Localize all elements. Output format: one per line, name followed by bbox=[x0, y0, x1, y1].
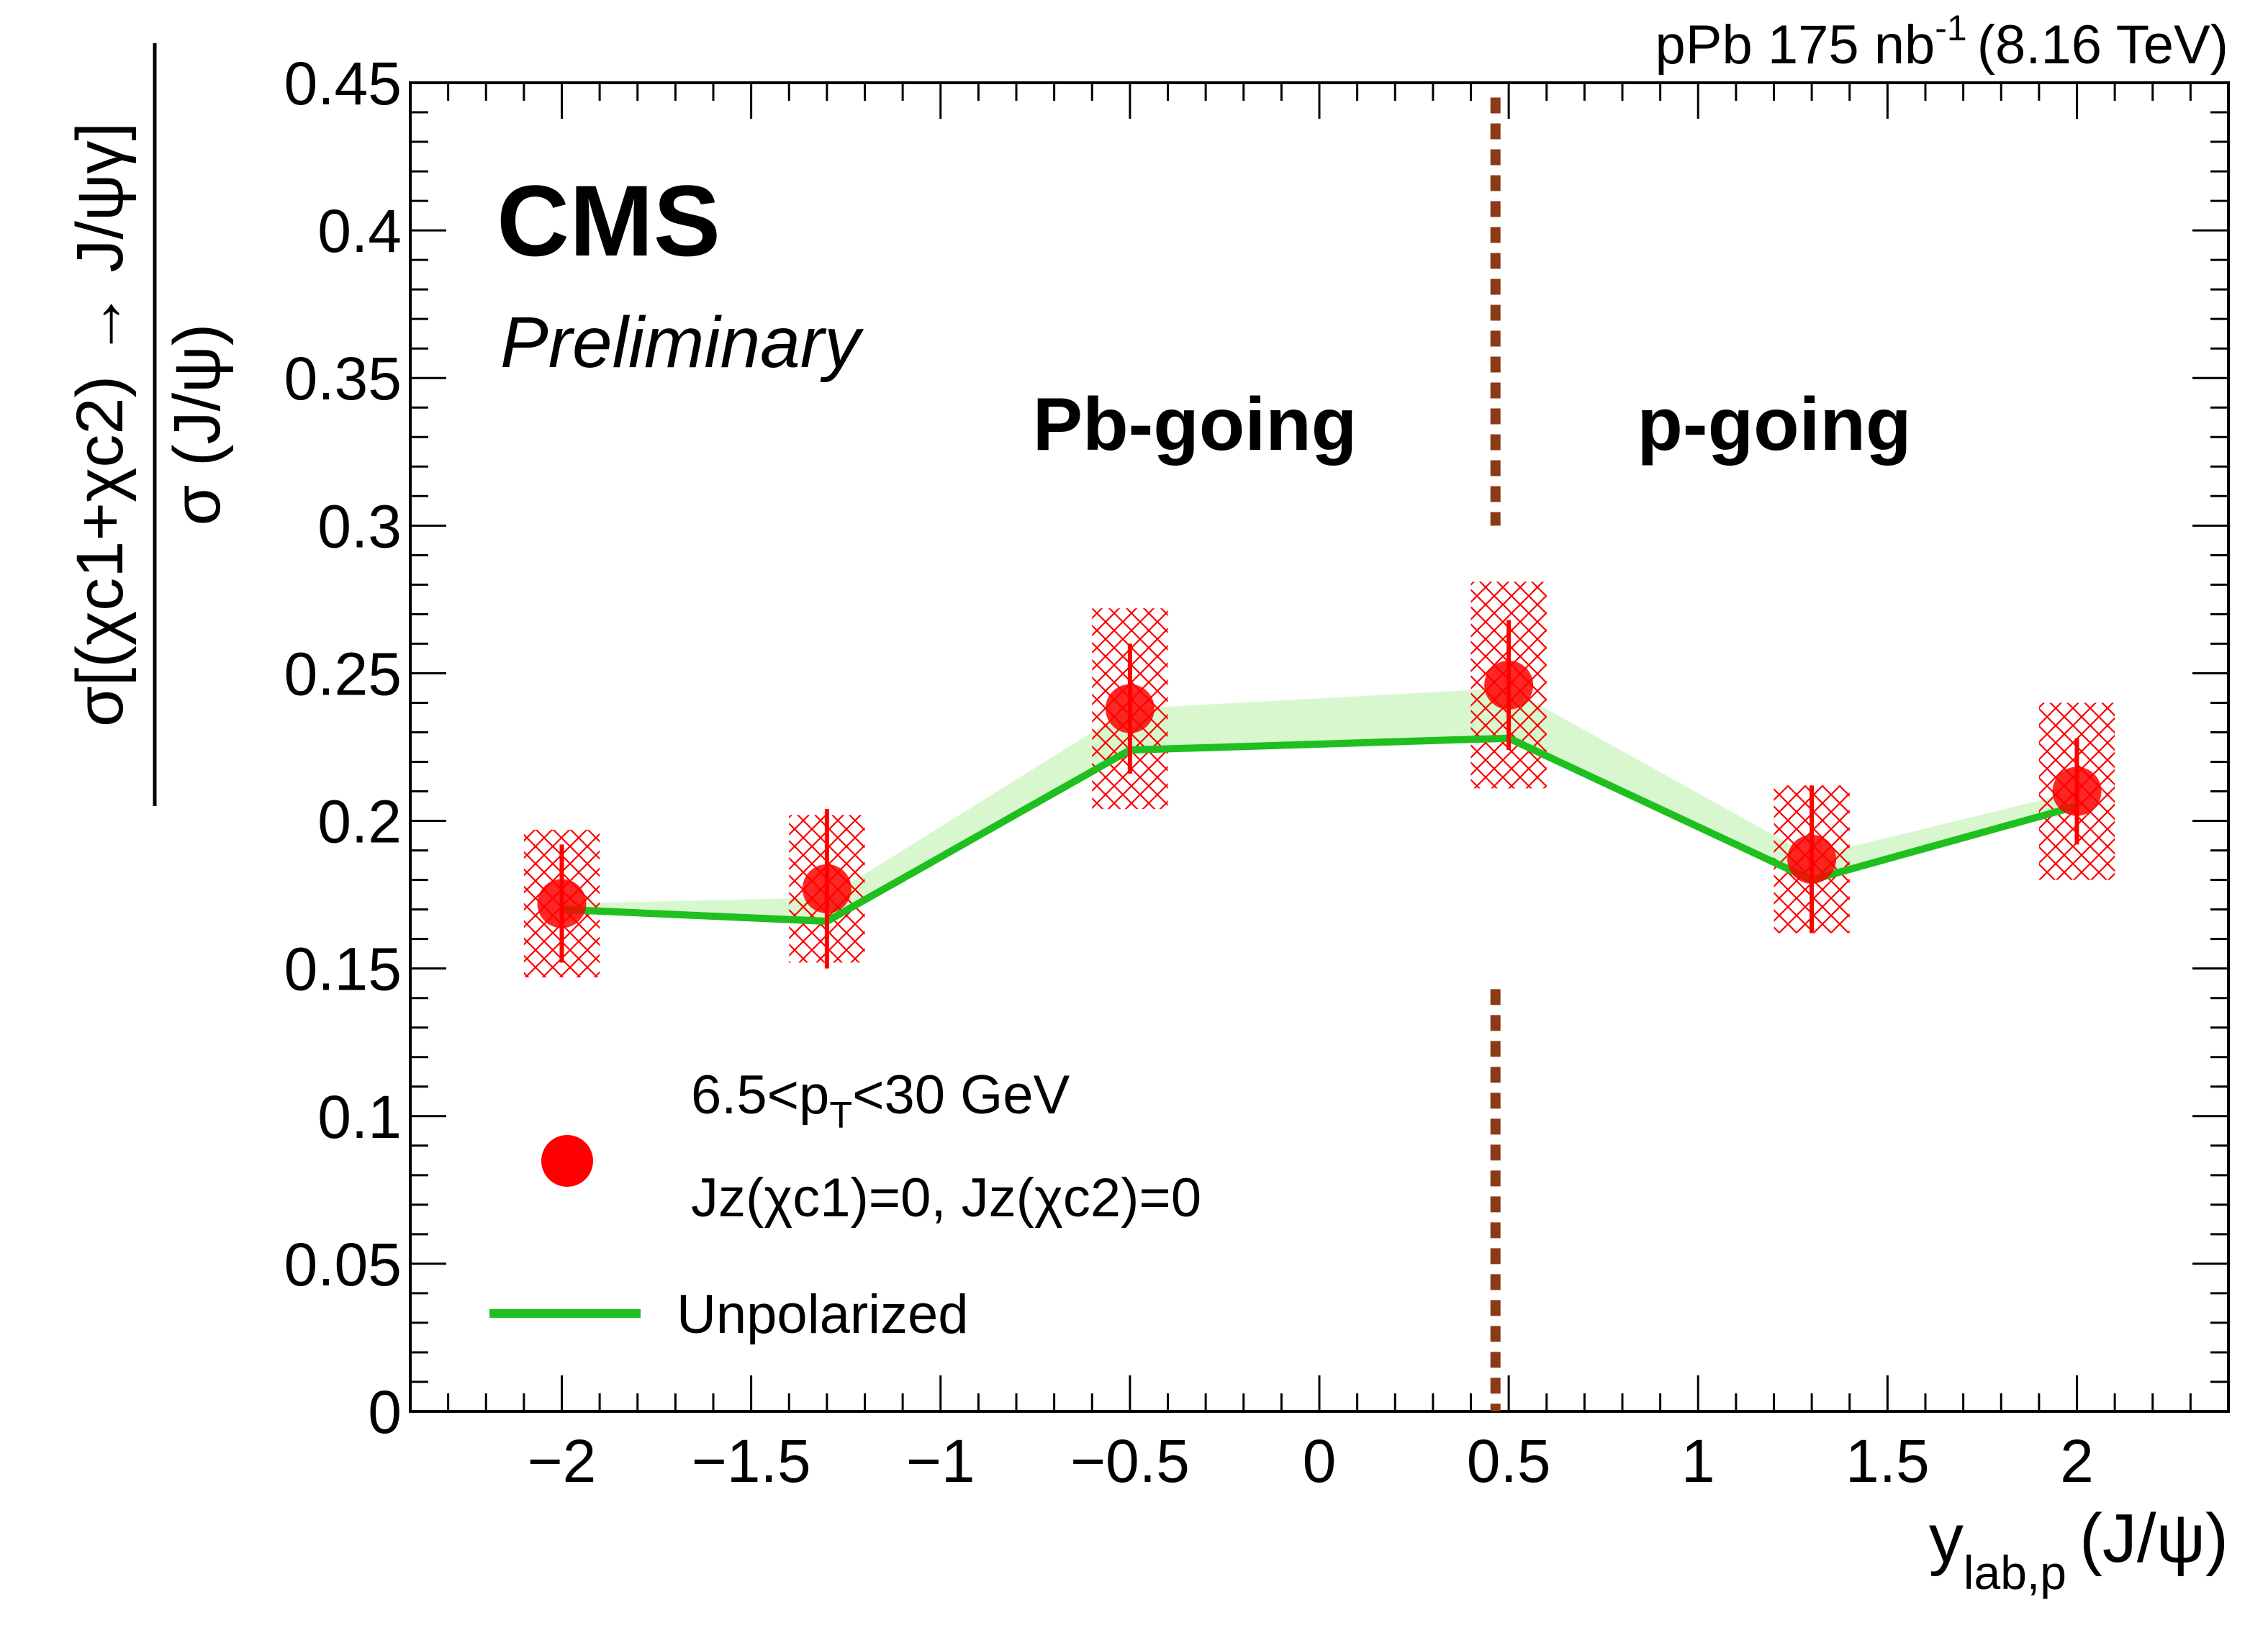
y-tick-label: 0.05 bbox=[284, 1231, 402, 1298]
luminosity-header: pPb 175 nb-1 (8.16 TeV) bbox=[1655, 8, 2228, 76]
data-point bbox=[1484, 660, 1534, 710]
unpolarized-uncertainty-band bbox=[561, 687, 2077, 922]
legend-entry-polarization: Jz(χc1)=0, Jz(χc2)=0 bbox=[691, 1167, 1201, 1229]
legend-marker-data bbox=[541, 1135, 593, 1187]
y-tick-label: 0.2 bbox=[317, 788, 402, 856]
axis-ticks bbox=[409, 81, 2230, 1413]
data-point bbox=[802, 864, 851, 913]
cms-label: CMS bbox=[497, 164, 720, 277]
x-tick-label: 1.5 bbox=[1845, 1427, 1930, 1495]
unpolarized-line bbox=[561, 734, 2078, 926]
y-tick-label: 0.3 bbox=[317, 492, 402, 560]
data-point bbox=[2052, 766, 2102, 816]
region-label-p-going: p-going bbox=[1637, 383, 1911, 466]
y-tick-label: 0.45 bbox=[284, 50, 402, 117]
x-tick-label: 0.5 bbox=[1467, 1427, 1551, 1495]
y-tick-label: 0.1 bbox=[317, 1083, 402, 1151]
x-axis-title: ylab,p (J/ψ) bbox=[1929, 1500, 2228, 1599]
y-tick-label: 0.4 bbox=[317, 197, 402, 265]
x-tick-label: −1 bbox=[906, 1427, 975, 1495]
unpolarized-line-layer bbox=[561, 734, 2078, 926]
legend: 6.5<pT<30 GeV Jz(χc1)=0, Jz(χc2)=0 Unpol… bbox=[489, 1064, 1201, 1345]
data-point bbox=[537, 879, 587, 928]
x-tick-label: −1.5 bbox=[692, 1427, 811, 1495]
header-lumi-sup: -1 bbox=[1935, 8, 1966, 48]
x-tick-label: −0.5 bbox=[1070, 1427, 1190, 1495]
tick-labels: −2 −1.5 −1 −0.5 0 0.5 1 1.5 2 0 0.05 0.1 0.15 0.2 0.25… bbox=[284, 50, 2094, 1495]
x-tick-label: −2 bbox=[528, 1427, 597, 1495]
legend-entry-unpolarized: Unpolarized bbox=[677, 1284, 969, 1345]
header-energy: (8.16 TeV) bbox=[1977, 14, 2228, 76]
y-tick-label: 0.15 bbox=[284, 936, 402, 1003]
data-point bbox=[1787, 834, 1837, 884]
data-point bbox=[1105, 684, 1155, 733]
header-lumi: pPb 175 nb bbox=[1655, 14, 1935, 76]
y-axis-title: σ[(χc1+χc2) → J/ψγ] σ (J/ψ) bbox=[63, 43, 234, 806]
y-axis-numerator: σ[(χc1+χc2) → J/ψγ] bbox=[63, 122, 137, 727]
x-tick-label: 0 bbox=[1303, 1427, 1337, 1495]
unpolarized-band bbox=[561, 687, 2077, 922]
y-tick-label: 0.35 bbox=[284, 345, 402, 412]
y-axis-denominator: σ (J/ψ) bbox=[161, 324, 234, 526]
legend-entry-kinematics: 6.5<pT<30 GeV bbox=[691, 1064, 1070, 1136]
region-label-pb-going: Pb-going bbox=[1033, 383, 1357, 466]
x-tick-label: 1 bbox=[1681, 1427, 1715, 1495]
data-points bbox=[537, 620, 2102, 969]
y-tick-label: 0 bbox=[368, 1378, 402, 1446]
preliminary-label: Preliminary bbox=[500, 302, 864, 383]
x-tick-label: 2 bbox=[2060, 1427, 2094, 1495]
y-tick-label: 0.25 bbox=[284, 640, 402, 707]
